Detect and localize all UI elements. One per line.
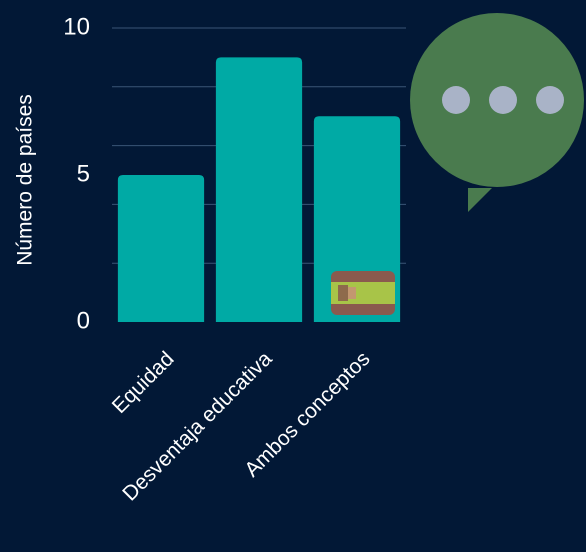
bar-ambos-conceptos <box>313 116 401 322</box>
bar-desventaja-educativa <box>215 57 303 323</box>
y-tick-label: 10 <box>63 13 90 40</box>
speech-bubble-ellipsis-icon <box>410 13 584 212</box>
y-tick-label: 0 <box>77 307 90 334</box>
bars <box>117 57 401 323</box>
x-tick-label: Equidad <box>108 347 179 418</box>
y-tick-labels: 0 5 10 <box>63 13 90 334</box>
bar-equidad <box>117 175 205 322</box>
spain-flag-icon <box>331 271 395 315</box>
y-tick-label: 5 <box>77 160 90 187</box>
y-axis-label: Número de países <box>14 94 37 266</box>
